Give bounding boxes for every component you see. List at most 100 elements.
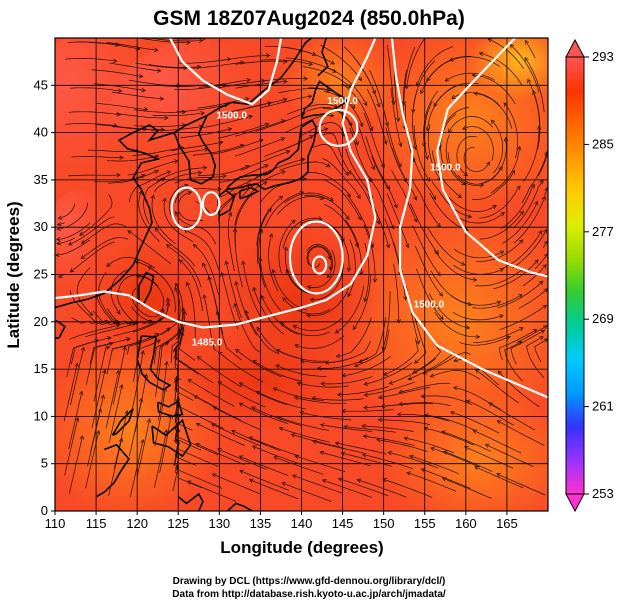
streamline-arrow	[347, 170, 352, 175]
streamline-arrow	[346, 267, 352, 273]
streamline	[455, 212, 505, 224]
contour-label: 1500.0	[430, 162, 461, 173]
streamline-arrow	[117, 88, 123, 93]
streamline-arrow	[312, 439, 317, 445]
streamline-arrow	[517, 145, 522, 151]
streamline	[235, 137, 285, 157]
streamline-arrow	[438, 292, 443, 297]
streamline	[176, 404, 224, 429]
streamline	[143, 177, 165, 225]
streamline	[362, 454, 414, 470]
streamline	[496, 473, 546, 496]
streamline-arrow	[532, 329, 538, 334]
streamline	[527, 79, 541, 137]
streamline-arrow	[329, 113, 335, 118]
y-tick-label: 20	[34, 314, 48, 329]
streamline-arrow	[439, 315, 444, 320]
streamline	[178, 311, 196, 361]
contour-label: 1500.0	[414, 300, 445, 311]
streamline-arrow	[308, 61, 313, 66]
streamline-arrow	[335, 353, 341, 358]
streamline	[69, 324, 120, 340]
streamline	[240, 150, 290, 171]
streamline-arrow	[309, 297, 315, 303]
streamline	[163, 198, 194, 242]
streamline-arrow	[211, 473, 217, 478]
streamline-arrow	[347, 292, 352, 298]
streamline	[242, 261, 262, 317]
streamline	[322, 158, 361, 199]
streamline-arrow	[371, 89, 376, 95]
streamline-arrow	[496, 473, 501, 478]
streamline-arrow	[278, 426, 284, 432]
streamline	[56, 237, 75, 244]
streamline	[105, 370, 120, 429]
streamline	[474, 466, 524, 489]
streamline	[255, 78, 308, 83]
streamline	[376, 439, 428, 452]
streamline	[443, 451, 493, 472]
streamline	[463, 147, 490, 173]
streamline-arrow	[323, 127, 329, 132]
streamline-arrow	[496, 300, 502, 305]
streamline	[306, 243, 333, 278]
streamline-arrow	[383, 140, 388, 145]
streamline	[174, 355, 194, 401]
streamline	[473, 429, 522, 454]
streamline-arrow	[388, 380, 394, 385]
streamline	[278, 416, 329, 431]
streamline-arrow	[260, 294, 265, 300]
streamline-arrow	[285, 269, 290, 274]
contour-label: 1500.0	[216, 110, 247, 121]
streamline	[255, 158, 305, 178]
streamline-arrow	[275, 364, 280, 369]
y-tick-label: 0	[41, 503, 48, 518]
streamline-arrow	[140, 438, 145, 444]
streamline	[410, 203, 439, 255]
streamline-arrow	[356, 194, 361, 200]
streamline	[430, 370, 481, 380]
streamline-arrow	[290, 433, 296, 438]
streamline	[174, 84, 226, 90]
streamline-arrow	[443, 450, 448, 455]
streamline	[155, 227, 196, 267]
streamline	[80, 237, 129, 259]
streamline	[344, 426, 396, 433]
streamline-arrow	[475, 334, 481, 340]
streamline	[433, 249, 477, 281]
streamline-arrow	[180, 307, 186, 312]
closed-contour	[170, 186, 203, 231]
streamline	[323, 179, 362, 221]
map-title: GSM 18Z07Aug2024 (850.0hPa)	[153, 7, 465, 30]
streamline-arrow	[311, 396, 317, 401]
x-tick-label: 160	[455, 516, 477, 531]
streamline-arrow	[168, 414, 173, 419]
streamline-arrow	[516, 185, 521, 190]
streamline	[201, 115, 253, 129]
credit-data: Data from http://database.rish.kyoto-u.a…	[172, 589, 446, 600]
streamline	[127, 327, 171, 355]
streamline	[281, 482, 332, 502]
temperature-shading	[55, 38, 548, 511]
x-tick-label: 165	[496, 516, 518, 531]
streamline-arrow	[319, 450, 325, 456]
contour-label: 1500.0	[327, 96, 358, 107]
streamline	[307, 250, 336, 288]
streamline	[158, 361, 168, 421]
streamline-arrow	[378, 395, 383, 400]
streamline	[116, 113, 168, 119]
streamline-arrow	[542, 304, 547, 310]
streamline-arrow	[430, 446, 435, 452]
streamline	[95, 103, 148, 110]
streamline	[264, 191, 304, 229]
streamline	[108, 384, 123, 443]
streamline	[406, 472, 457, 492]
streamline-arrow	[385, 185, 390, 190]
streamline-arrow	[186, 40, 191, 46]
streamline-arrow	[415, 340, 421, 345]
streamline-arrow	[341, 408, 346, 414]
streamline-arrow	[380, 163, 385, 169]
streamline	[218, 351, 264, 383]
streamline	[284, 47, 335, 65]
streamline-arrow	[164, 115, 169, 121]
